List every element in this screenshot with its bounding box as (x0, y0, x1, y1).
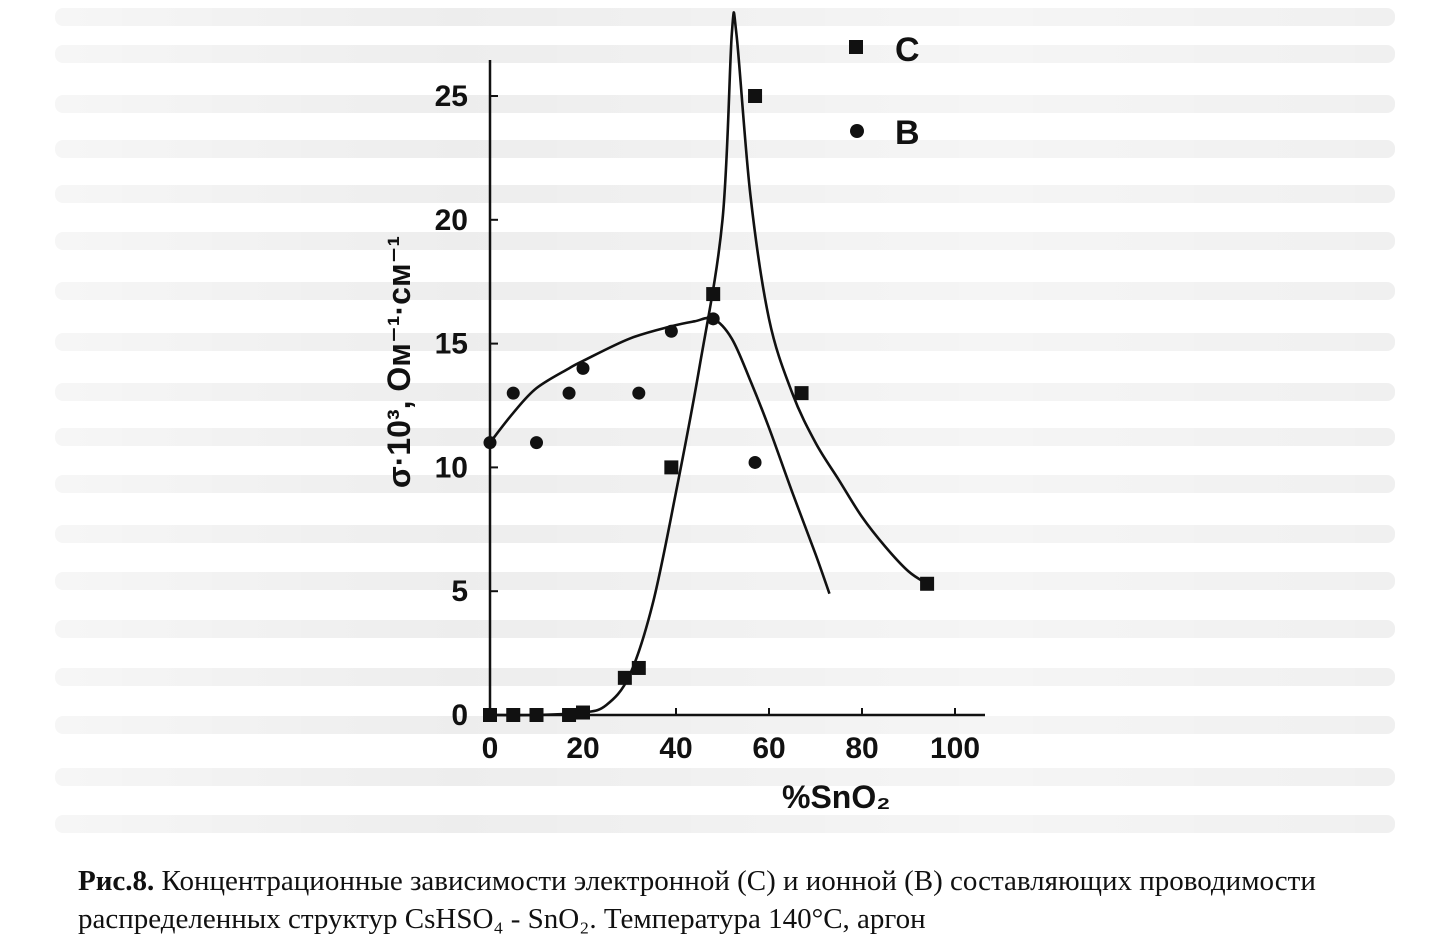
caption-label: Рис.8. (78, 865, 155, 897)
y-tick-label: 15 (435, 328, 468, 361)
data-point-c (748, 89, 763, 103)
data-point-b (562, 386, 576, 400)
chart-curves (488, 11, 928, 717)
y-tick-label: 25 (435, 80, 468, 113)
data-point-c (506, 708, 521, 722)
data-point-b (576, 361, 590, 375)
x-tick-label: 60 (752, 732, 785, 765)
figure-caption: Рис.8. Концентрационные зависимости элек… (78, 862, 1398, 938)
data-point-c (664, 460, 679, 475)
x-axis-label: %SnO₂ (782, 779, 890, 815)
chart-axes: 0 20 40 60 80 100 0 5 10 15 20 25 (435, 60, 985, 765)
data-point-c (706, 287, 721, 302)
x-tick-label: 0 (482, 732, 499, 765)
data-point-b (530, 436, 543, 450)
data-point-c (562, 708, 577, 722)
y-tick-label: 10 (435, 451, 468, 484)
legend-label-c: C (895, 31, 920, 69)
data-point-c (631, 660, 646, 675)
x-tick-label: 40 (659, 732, 692, 765)
y-axis-label: σ·10³, Ом⁻¹·см⁻¹ (381, 236, 417, 488)
caption-text: Концентрационные зависимости электронной… (78, 865, 1316, 935)
data-point-c (920, 576, 935, 591)
y-tick-label: 0 (451, 699, 468, 732)
curve-c (489, 11, 928, 717)
data-point-c (617, 670, 632, 685)
data-point-c (529, 708, 544, 722)
data-point-b (483, 436, 497, 450)
y-tick-label: 5 (451, 575, 468, 608)
legend-label-b: B (895, 114, 920, 152)
data-point-b (706, 312, 720, 326)
data-point-c (483, 708, 497, 722)
curve-b (488, 316, 831, 595)
data-point-b (664, 324, 678, 338)
chart-legend: CB (849, 31, 920, 152)
data-point-b (632, 386, 646, 400)
data-point-c (794, 386, 809, 401)
legend-marker-c (849, 40, 863, 54)
data-point-b (748, 455, 762, 469)
chart-markers (483, 89, 935, 722)
x-tick-label: 100 (930, 732, 980, 765)
y-tick-label: 20 (435, 204, 468, 237)
legend-marker-b (850, 124, 864, 138)
data-point-b (506, 386, 520, 400)
x-tick-label: 80 (845, 732, 878, 765)
data-point-c (576, 705, 590, 720)
x-tick-label: 20 (566, 732, 599, 765)
